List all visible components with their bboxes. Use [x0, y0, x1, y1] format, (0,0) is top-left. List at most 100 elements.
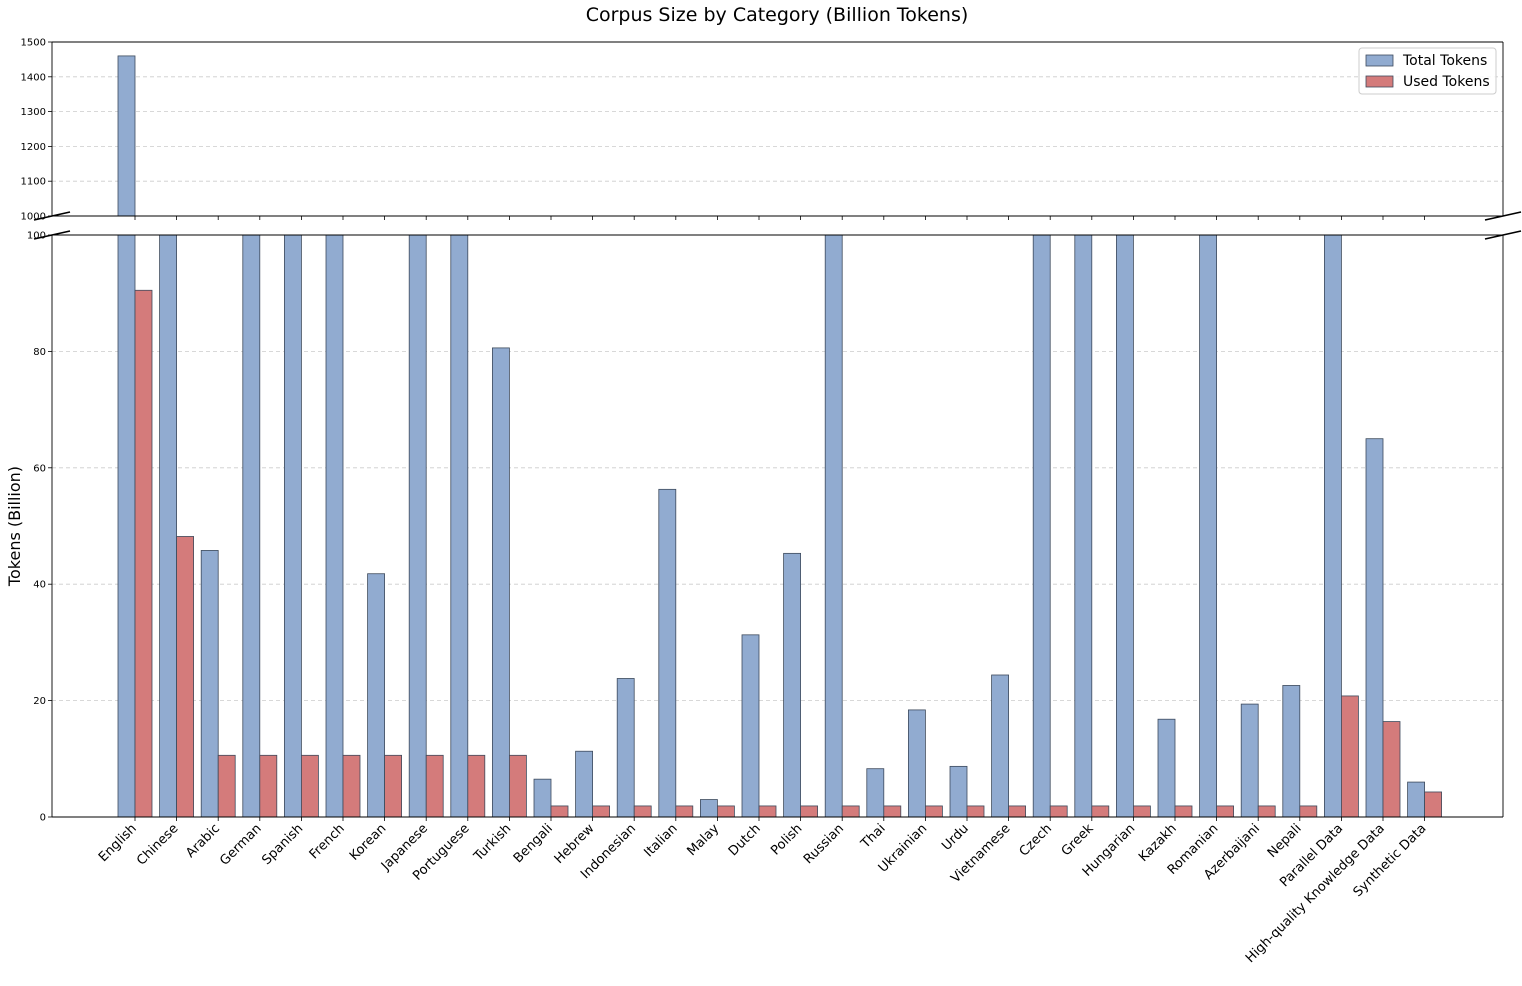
upper-ytick-label: 1400: [21, 72, 46, 83]
category-label: Malay: [684, 821, 722, 859]
total-tokens-bar: [1116, 235, 1134, 817]
total-tokens-bar: [1365, 438, 1384, 817]
legend-label: Used Tokens: [1403, 74, 1490, 90]
lower-ytick-label: 60: [33, 463, 46, 474]
used-tokens-bar: [925, 805, 943, 817]
total-tokens-bar: [1074, 235, 1093, 817]
chart-title: Corpus Size by Category (Billion Tokens): [586, 4, 969, 26]
used-tokens-bar: [717, 805, 735, 817]
legend-swatch: [1365, 75, 1394, 88]
total-tokens-bar: [1032, 235, 1051, 817]
lower-ytick-label: 20: [33, 696, 46, 707]
category-label: Dutch: [726, 821, 764, 859]
total-tokens-bar: [575, 750, 593, 817]
used-tokens-bar: [508, 754, 527, 817]
axis-break-marker: [33, 230, 71, 240]
used-tokens-bar: [176, 536, 195, 817]
category-label: Bengali: [511, 821, 556, 866]
used-tokens-bar: [758, 805, 777, 817]
lower-ytick-label: 0: [40, 813, 46, 824]
used-tokens-bar: [1424, 791, 1442, 817]
lower-panel: 0 20 40 60 80 100: [27, 231, 1504, 824]
upper-panel: 1000 1100 1200 1300 1400 1500: [21, 38, 1504, 223]
total-tokens-bar: [159, 235, 178, 817]
upper-ytick-label: 1300: [21, 107, 46, 118]
category-label: Russian: [801, 821, 847, 867]
axis-break-marker: [33, 211, 71, 221]
used-tokens-bar: [1091, 805, 1110, 817]
used-tokens-bar: [259, 754, 278, 817]
total-tokens-bar: [242, 235, 261, 817]
category-label: Synthetic Data: [1351, 821, 1430, 900]
total-tokens-bar: [450, 235, 469, 817]
legend-swatch: [1365, 54, 1394, 67]
used-tokens-bar: [1257, 805, 1276, 817]
used-tokens-bar: [550, 805, 569, 817]
used-tokens-bar: [1008, 805, 1026, 817]
category-label: Polish: [768, 821, 805, 858]
used-tokens-bar: [300, 754, 319, 817]
used-tokens-bar: [1382, 721, 1401, 817]
total-tokens-bar: [533, 778, 552, 817]
upper-ytick-label: 1000: [21, 212, 46, 223]
total-tokens-bar: [866, 768, 885, 817]
total-tokens-bar: [491, 347, 510, 817]
total-tokens-bar: [741, 634, 760, 817]
total-tokens-bar: [1157, 718, 1176, 817]
total-tokens-bar: [200, 550, 219, 817]
total-tokens-bar: [700, 799, 718, 817]
used-tokens-bar: [1299, 805, 1318, 817]
used-tokens-bar: [1049, 805, 1068, 817]
used-tokens-bar: [800, 805, 818, 817]
total-tokens-bar-upper: [117, 55, 136, 216]
axis-break-marker: [1484, 211, 1522, 221]
total-tokens-bar: [949, 765, 968, 817]
total-tokens-bar: [1199, 235, 1217, 817]
used-tokens-bar: [841, 805, 860, 817]
category-label: Italian: [642, 821, 681, 860]
used-tokens-bar: [966, 805, 985, 817]
legend-label: Total Tokens: [1402, 53, 1487, 69]
total-tokens-bar: [1240, 703, 1259, 817]
category-label: Thai: [858, 821, 889, 852]
category-label: Arabic: [183, 821, 223, 861]
used-tokens-bar: [425, 754, 444, 817]
used-tokens-bar: [467, 754, 486, 817]
total-tokens-bar: [367, 573, 386, 817]
category-label: French: [307, 821, 348, 862]
used-tokens-bar: [592, 805, 610, 817]
total-tokens-bar: [325, 235, 344, 817]
total-tokens-bar: [117, 235, 136, 817]
total-tokens-bar: [658, 488, 677, 817]
upper-ytick-label: 1100: [21, 177, 46, 188]
used-tokens-bar: [134, 289, 153, 817]
total-tokens-bar: [1282, 685, 1301, 817]
total-tokens-bar: [783, 552, 801, 817]
category-label: German: [217, 821, 264, 868]
legend: Total Tokens Used Tokens: [1358, 47, 1497, 95]
lower-bars: [117, 235, 1442, 817]
category-label: Czech: [1017, 821, 1055, 859]
used-tokens-bar: [384, 754, 403, 817]
category-label: Spanish: [259, 821, 306, 868]
category-label: Urdu: [939, 821, 972, 854]
y-axis-label: Tokens (Billion): [5, 466, 24, 587]
total-tokens-bar: [616, 678, 635, 817]
upper-ytick-label: 1500: [21, 38, 46, 49]
used-tokens-bar: [1174, 805, 1193, 817]
total-tokens-bar: [991, 674, 1009, 817]
used-tokens-bar: [1133, 805, 1151, 817]
total-tokens-bar: [1324, 235, 1342, 817]
lower-ytick-label: 80: [33, 347, 46, 358]
used-tokens-bar: [1341, 695, 1359, 817]
total-tokens-bar: [283, 235, 302, 817]
total-tokens-bar: [824, 235, 843, 817]
used-tokens-bar: [633, 805, 652, 817]
category-label: Chinese: [134, 821, 181, 868]
total-tokens-bar: [408, 235, 427, 817]
upper-bars: [117, 55, 136, 216]
used-tokens-bar: [217, 754, 236, 817]
total-tokens-bar: [1407, 781, 1425, 817]
